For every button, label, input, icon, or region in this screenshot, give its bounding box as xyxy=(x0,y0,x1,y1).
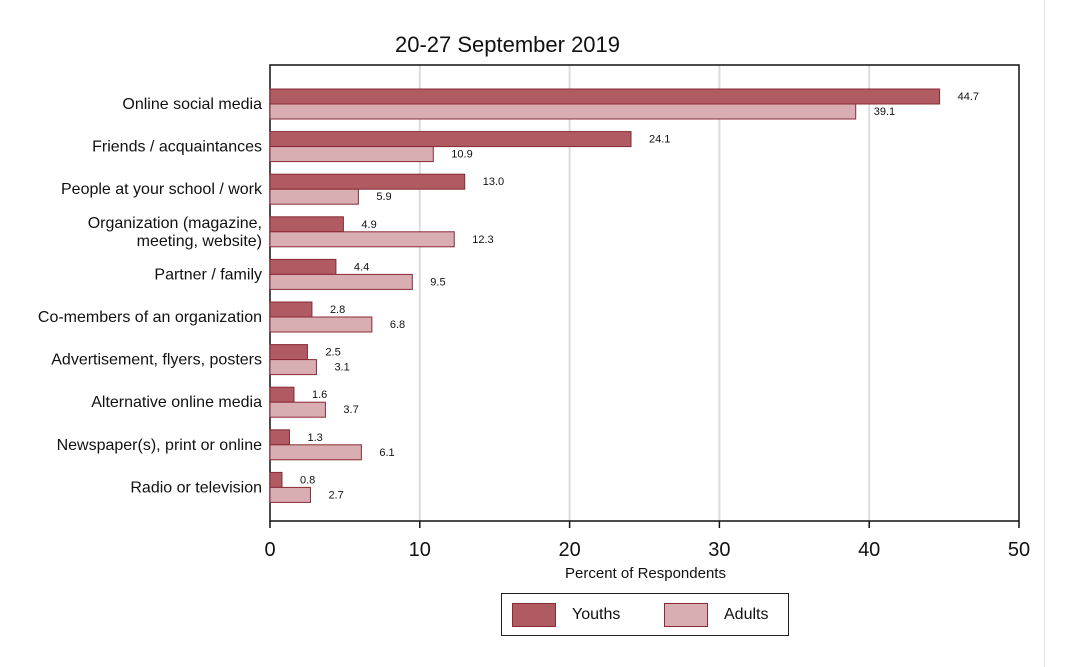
data-label-adults: 12.3 xyxy=(472,234,493,246)
data-label-youths: 2.8 xyxy=(330,304,345,316)
bar-adults xyxy=(269,146,434,163)
bar-youths xyxy=(269,258,337,275)
data-label-adults: 10.9 xyxy=(451,149,472,161)
data-label-youths: 1.3 xyxy=(307,432,322,444)
bar-youths xyxy=(269,88,941,105)
legend-item-youths: Youths xyxy=(512,603,620,627)
category-label: Organization (magazine, meeting, website) xyxy=(88,215,262,250)
bar-youths xyxy=(269,216,344,233)
data-label-youths: 44.7 xyxy=(958,91,979,103)
legend: Youths Adults xyxy=(501,593,789,636)
category-label: Radio or television xyxy=(130,479,262,496)
bar-adults xyxy=(269,103,857,120)
bar-youths xyxy=(269,344,308,361)
data-label-youths: 4.9 xyxy=(361,219,376,231)
x-tick-label: 40 xyxy=(858,539,880,561)
legend-item-adults: Adults xyxy=(664,603,768,627)
category-label: Co-members of an organization xyxy=(38,309,262,326)
x-axis-label: Percent of Respondents xyxy=(565,565,726,582)
data-label-adults: 2.7 xyxy=(328,489,343,501)
category-label: People at your school / work xyxy=(61,181,263,198)
data-label-adults: 6.1 xyxy=(379,447,394,459)
bar-youths xyxy=(269,301,313,318)
category-label: Alternative online media xyxy=(91,394,262,411)
bar-youths xyxy=(269,131,632,148)
x-tick-label: 0 xyxy=(264,539,275,561)
x-tick-label: 30 xyxy=(708,539,730,561)
data-label-youths: 13.0 xyxy=(483,176,504,188)
legend-label-youths: Youths xyxy=(572,606,621,623)
bar-adults xyxy=(269,401,326,418)
legend-swatch-adults xyxy=(664,603,708,627)
page-edge-divider xyxy=(1044,0,1045,667)
data-label-adults: 5.9 xyxy=(376,191,391,203)
bar-adults xyxy=(269,273,413,290)
x-tick-label: 50 xyxy=(1008,539,1030,561)
category-label: Partner / family xyxy=(154,266,262,283)
data-label-youths: 0.8 xyxy=(300,474,315,486)
bar-youths xyxy=(269,173,466,190)
data-label-youths: 4.4 xyxy=(354,261,369,273)
x-tick-label: 20 xyxy=(558,539,580,561)
data-label-adults: 3.7 xyxy=(343,404,358,416)
bar-adults xyxy=(269,231,455,248)
data-label-youths: 1.6 xyxy=(312,389,327,401)
data-label-youths: 24.1 xyxy=(649,134,670,146)
data-label-youths: 2.5 xyxy=(325,347,340,359)
chart-title: 20-27 September 2019 xyxy=(395,32,620,57)
bar-youths xyxy=(269,386,295,403)
plot-frame xyxy=(269,64,1020,522)
data-label-adults: 3.1 xyxy=(334,362,349,374)
category-label: Online social media xyxy=(122,96,262,113)
bar-adults xyxy=(269,188,359,205)
bar-youths xyxy=(269,471,283,488)
category-label: Newspaper(s), print or online xyxy=(57,437,263,454)
bar-adults xyxy=(269,316,373,333)
data-label-adults: 6.8 xyxy=(390,319,405,331)
bar-adults xyxy=(269,486,311,503)
data-label-adults: 39.1 xyxy=(874,106,895,118)
bar-youths xyxy=(269,429,290,446)
data-label-adults: 9.5 xyxy=(430,276,445,288)
bar-adults xyxy=(269,444,362,461)
legend-label-adults: Adults xyxy=(724,606,769,623)
category-label: Advertisement, flyers, posters xyxy=(51,352,262,369)
bar-adults xyxy=(269,359,317,376)
category-label: Friends / acquaintances xyxy=(92,139,262,156)
legend-swatch-youths xyxy=(512,603,556,627)
x-tick-label: 10 xyxy=(409,539,431,561)
